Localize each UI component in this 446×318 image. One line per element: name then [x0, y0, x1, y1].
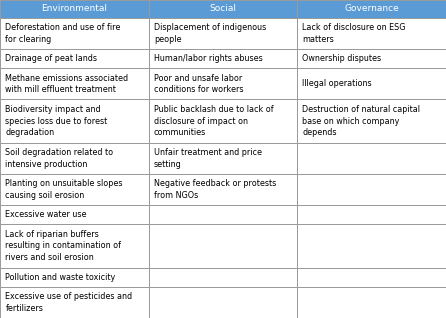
- Text: Lack of disclosure on ESG
matters: Lack of disclosure on ESG matters: [302, 23, 406, 44]
- Bar: [297, 205, 446, 224]
- Bar: [297, 174, 446, 205]
- Bar: [149, 49, 297, 68]
- Text: Destruction of natural capital
base on which company
depends: Destruction of natural capital base on w…: [302, 105, 421, 137]
- Bar: [297, 100, 446, 143]
- Bar: [149, 100, 297, 143]
- Text: Poor and unsafe labor
conditions for workers: Poor and unsafe labor conditions for wor…: [154, 73, 244, 94]
- Bar: [149, 224, 297, 267]
- Bar: [0, 224, 149, 267]
- Bar: [0, 287, 149, 318]
- Bar: [297, 49, 446, 68]
- Bar: [149, 0, 297, 18]
- Bar: [0, 205, 149, 224]
- Bar: [297, 143, 446, 174]
- Text: Illegal operations: Illegal operations: [302, 79, 372, 88]
- Text: Biodiversity impact and
species loss due to forest
degradation: Biodiversity impact and species loss due…: [5, 105, 107, 137]
- Text: Unfair treatment and price
setting: Unfair treatment and price setting: [154, 148, 262, 169]
- Text: Negative feedback or protests
from NGOs: Negative feedback or protests from NGOs: [154, 179, 276, 200]
- Bar: [297, 0, 446, 18]
- Bar: [0, 143, 149, 174]
- Text: Soil degradation related to
intensive production: Soil degradation related to intensive pr…: [5, 148, 113, 169]
- Bar: [0, 18, 149, 49]
- Text: Excessive water use: Excessive water use: [5, 210, 87, 219]
- Text: Human/labor rights abuses: Human/labor rights abuses: [154, 54, 263, 63]
- Text: Planting on unsuitable slopes
causing soil erosion: Planting on unsuitable slopes causing so…: [5, 179, 123, 200]
- Bar: [297, 224, 446, 267]
- Text: Lack of riparian buffers
resulting in contamination of
rivers and soil erosion: Lack of riparian buffers resulting in co…: [5, 230, 121, 262]
- Text: Methane emissions associated
with mill effluent treatment: Methane emissions associated with mill e…: [5, 73, 128, 94]
- Bar: [297, 68, 446, 100]
- Text: Excessive use of pesticides and
fertilizers: Excessive use of pesticides and fertiliz…: [5, 292, 132, 313]
- Bar: [297, 287, 446, 318]
- Bar: [297, 267, 446, 287]
- Bar: [0, 49, 149, 68]
- Text: Governance: Governance: [344, 4, 399, 13]
- Bar: [149, 267, 297, 287]
- Bar: [149, 68, 297, 100]
- Text: Social: Social: [209, 4, 236, 13]
- Bar: [149, 287, 297, 318]
- Bar: [297, 18, 446, 49]
- Bar: [0, 0, 149, 18]
- Text: Drainage of peat lands: Drainage of peat lands: [5, 54, 97, 63]
- Text: Pollution and waste toxicity: Pollution and waste toxicity: [5, 273, 116, 282]
- Text: Deforestation and use of fire
for clearing: Deforestation and use of fire for cleari…: [5, 23, 121, 44]
- Bar: [149, 174, 297, 205]
- Bar: [149, 18, 297, 49]
- Text: Environmental: Environmental: [41, 4, 107, 13]
- Bar: [0, 267, 149, 287]
- Text: Displacement of indigenous
people: Displacement of indigenous people: [154, 23, 266, 44]
- Bar: [0, 68, 149, 100]
- Bar: [149, 205, 297, 224]
- Bar: [149, 143, 297, 174]
- Bar: [0, 100, 149, 143]
- Bar: [0, 174, 149, 205]
- Text: Public backlash due to lack of
disclosure of impact on
communities: Public backlash due to lack of disclosur…: [154, 105, 273, 137]
- Text: Ownership disputes: Ownership disputes: [302, 54, 381, 63]
